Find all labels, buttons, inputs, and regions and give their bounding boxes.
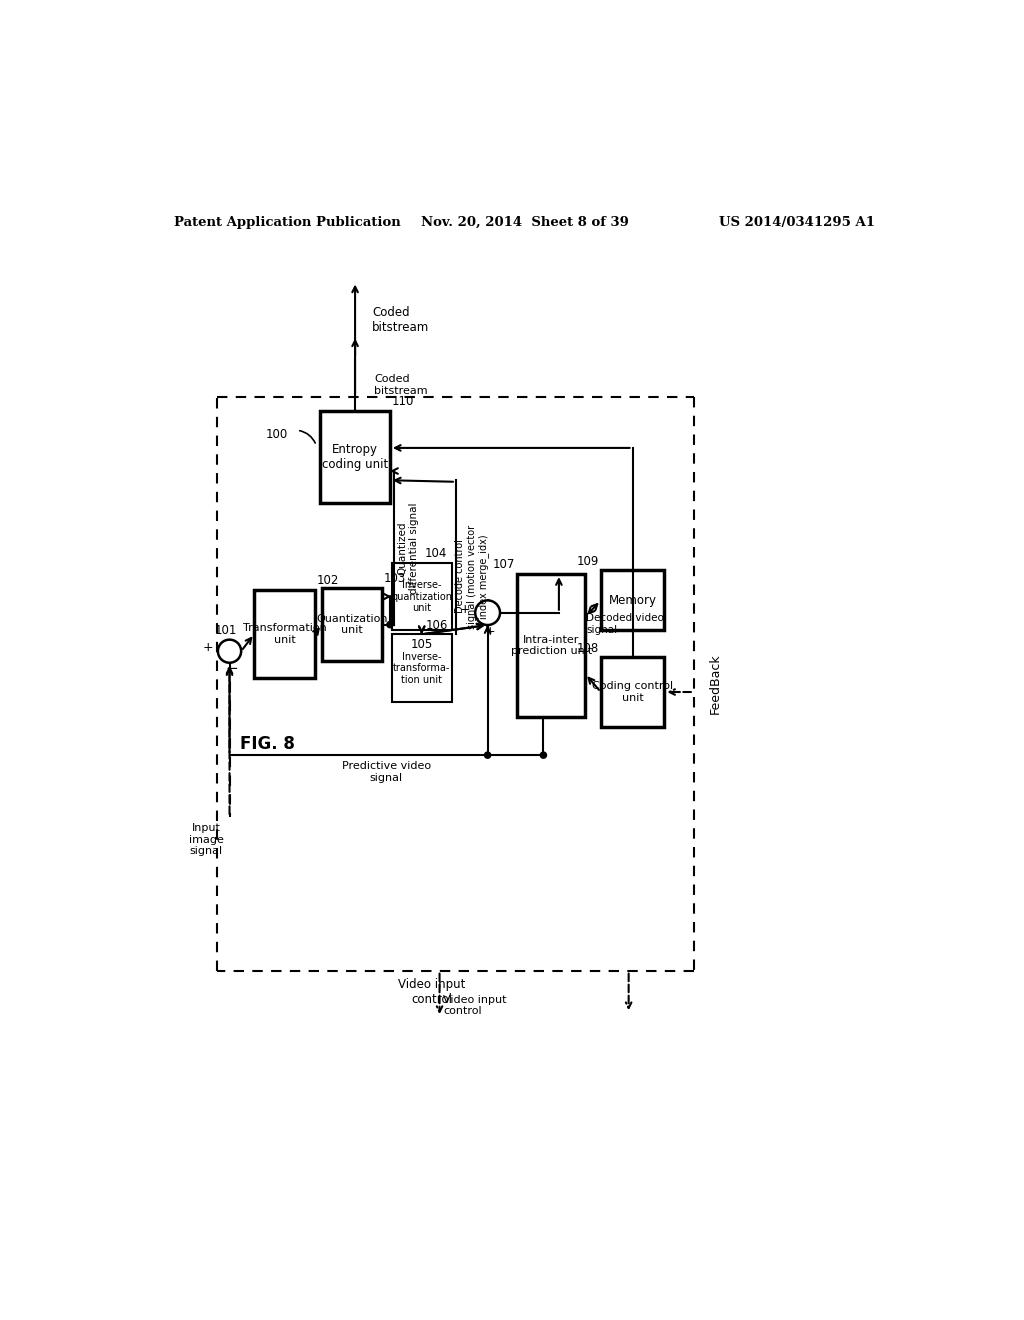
Text: Transformation
unit: Transformation unit <box>243 623 327 644</box>
Circle shape <box>541 752 547 758</box>
Text: 105: 105 <box>411 638 433 651</box>
Text: 109: 109 <box>577 554 599 568</box>
Text: Nov. 20, 2014  Sheet 8 of 39: Nov. 20, 2014 Sheet 8 of 39 <box>421 216 629 230</box>
Bar <box>517 574 586 717</box>
Bar <box>601 570 665 631</box>
Text: 101: 101 <box>214 624 237 638</box>
Text: Inverse-
transforma-
tion unit: Inverse- transforma- tion unit <box>393 652 451 685</box>
Text: US 2014/0341295 A1: US 2014/0341295 A1 <box>719 216 876 230</box>
Circle shape <box>484 752 490 758</box>
Text: Decoded video
signal: Decoded video signal <box>586 614 664 635</box>
Text: Coded
bitstream: Coded bitstream <box>375 374 428 396</box>
Bar <box>601 657 665 726</box>
Text: FIG. 8: FIG. 8 <box>241 735 295 752</box>
Text: Decode control
signal (motion vector
index merge_idx): Decode control signal (motion vector ind… <box>455 524 489 628</box>
Text: Quantized
differential signal: Quantized differential signal <box>397 502 419 594</box>
Text: Video input
control: Video input control <box>398 978 466 1006</box>
Bar <box>322 589 382 661</box>
Text: Inverse-
quantization
unit: Inverse- quantization unit <box>391 579 453 612</box>
Text: 110: 110 <box>391 395 414 408</box>
Text: Coding control
unit: Coding control unit <box>592 681 673 702</box>
Text: 106: 106 <box>426 619 449 631</box>
Text: 107: 107 <box>494 558 515 572</box>
Text: 103: 103 <box>384 573 406 585</box>
Text: Video input
control: Video input control <box>443 994 507 1016</box>
Text: Quantization
unit: Quantization unit <box>316 614 388 635</box>
Text: +: + <box>203 640 213 653</box>
Text: +: + <box>484 624 496 638</box>
Text: FeedBack: FeedBack <box>709 653 722 714</box>
Circle shape <box>475 601 500 626</box>
Text: 102: 102 <box>316 574 339 587</box>
Text: Coded
bitstream: Coded bitstream <box>372 306 429 334</box>
Text: Intra-inter
prediction unit: Intra-inter prediction unit <box>511 635 592 656</box>
Text: −: − <box>225 661 239 676</box>
Text: 104: 104 <box>425 546 446 560</box>
Text: 108: 108 <box>577 642 599 655</box>
Bar <box>391 635 452 702</box>
Text: +: + <box>460 603 471 616</box>
Text: Memory: Memory <box>608 594 656 607</box>
Text: Entropy
coding unit: Entropy coding unit <box>322 444 388 471</box>
Circle shape <box>387 622 393 628</box>
Text: Predictive video
signal: Predictive video signal <box>342 762 431 783</box>
Bar <box>254 590 314 678</box>
Bar <box>321 411 390 503</box>
Text: Patent Application Publication: Patent Application Publication <box>174 216 401 230</box>
Bar <box>391 562 452 631</box>
Text: Input
image
signal: Input image signal <box>188 824 223 857</box>
Text: 100: 100 <box>265 428 288 441</box>
Circle shape <box>218 640 241 663</box>
